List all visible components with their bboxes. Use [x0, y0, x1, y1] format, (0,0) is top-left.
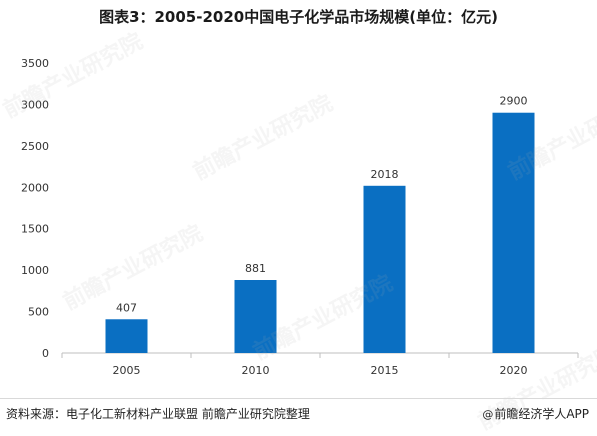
- data-label: 407: [116, 301, 137, 314]
- y-tick-label: 500: [28, 306, 49, 319]
- bar-2010: [234, 280, 277, 353]
- y-tick-label: 3500: [21, 57, 49, 70]
- x-tick-label: 2015: [371, 364, 399, 377]
- y-tick-label: 2000: [21, 181, 49, 194]
- brand-logo-icon: @: [482, 408, 494, 421]
- x-tick-label: 2010: [242, 364, 270, 377]
- y-tick-label: 0: [42, 347, 49, 360]
- source-note: 资料来源：电子化工新材料产业联盟 前瞻产业研究院整理: [6, 407, 310, 421]
- brand-label: @前瞻经济学人APP: [482, 405, 589, 422]
- bar-chart: 0 500 1000 1500 2000 2500 3000 3500 407 2005 881 20…: [21, 57, 579, 377]
- bar-2020: [492, 112, 535, 353]
- y-tick-label: 2500: [21, 140, 49, 153]
- y-tick-label: 1000: [21, 264, 49, 277]
- y-tick-label: 3000: [21, 98, 49, 111]
- data-label: 881: [245, 262, 266, 275]
- bar-2005: [105, 319, 148, 353]
- data-label: 2018: [371, 168, 399, 181]
- x-tick-label: 2005: [113, 364, 141, 377]
- x-tick-label: 2020: [500, 364, 528, 377]
- brand-name: 前瞻经济学人APP: [494, 407, 589, 421]
- data-label: 2900: [500, 95, 528, 108]
- bar-2015: [363, 185, 406, 353]
- footer: 资料来源：电子化工新材料产业联盟 前瞻产业研究院整理 @前瞻经济学人APP: [0, 398, 597, 434]
- y-tick-label: 1500: [21, 223, 49, 236]
- chart-title: 图表3：2005-2020中国电子化学品市场规模(单位：亿元): [99, 8, 498, 26]
